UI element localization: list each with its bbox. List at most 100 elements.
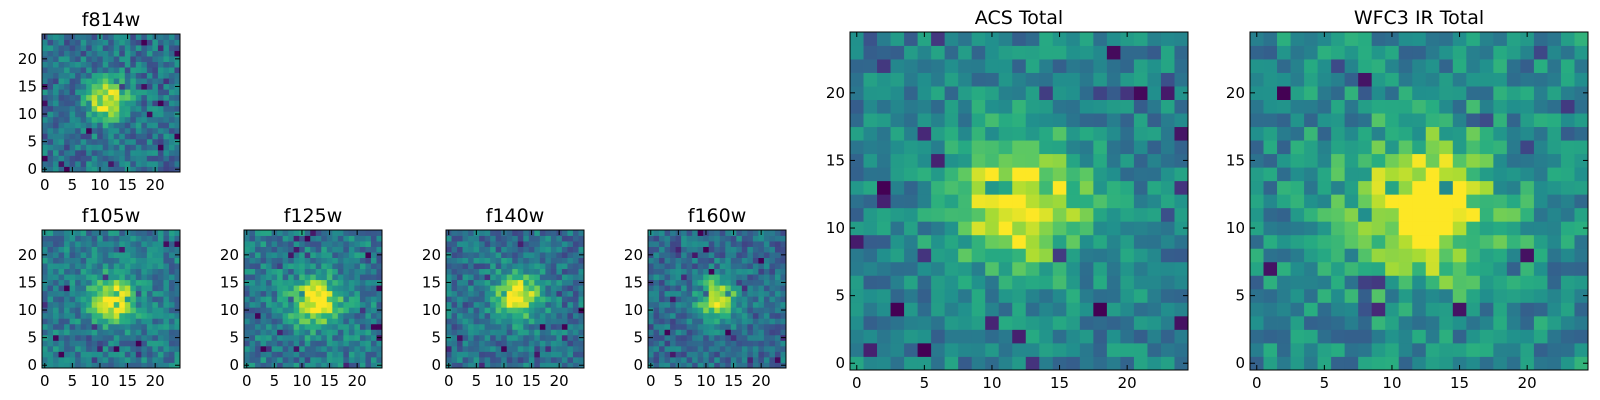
heatmap-cell	[277, 263, 284, 270]
heatmap-cell	[1493, 59, 1508, 73]
heatmap-cell	[528, 285, 535, 292]
x-tick-label: 10	[982, 374, 1001, 392]
heatmap-cell	[1304, 234, 1318, 249]
heatmap-cell	[80, 334, 87, 341]
heatmap-cell	[578, 263, 585, 270]
heatmap-cell	[653, 241, 660, 247]
heatmap-cell	[135, 290, 142, 297]
heatmap-cell	[1093, 221, 1108, 236]
heatmap-cell	[550, 334, 557, 341]
heatmap-cell	[174, 100, 181, 107]
heatmap-cell	[91, 230, 98, 236]
heatmap-cell	[310, 285, 317, 292]
heatmap-cell	[703, 296, 710, 303]
heatmap-cell	[451, 230, 458, 236]
heatmap-cell	[648, 351, 654, 358]
heatmap-cell	[714, 246, 721, 253]
heatmap-cell	[1263, 72, 1278, 87]
heatmap-cell	[1025, 32, 1040, 46]
heatmap-cell	[1574, 59, 1589, 73]
heatmap-cell	[850, 207, 864, 222]
heatmap-cell	[365, 279, 372, 286]
heatmap-cell	[512, 340, 519, 347]
heatmap-cell	[550, 241, 557, 247]
heatmap-cell	[1120, 221, 1135, 236]
heatmap-cell	[446, 345, 452, 352]
heatmap-cell	[534, 351, 541, 358]
heatmap-cell	[163, 56, 170, 62]
heatmap-cell	[675, 274, 682, 281]
heatmap-cell	[108, 334, 115, 341]
heatmap-cell	[157, 111, 164, 118]
heatmap-cell	[545, 263, 552, 270]
heatmap-cell	[512, 307, 519, 314]
heatmap-cell	[1466, 153, 1481, 168]
heatmap-cell	[904, 288, 918, 303]
heatmap-cell	[1250, 113, 1264, 128]
heatmap-cell	[47, 39, 54, 46]
heatmap-cell	[446, 263, 452, 270]
heatmap-cell	[119, 144, 126, 151]
heatmap-cell	[985, 126, 1000, 141]
heatmap-cell	[1012, 356, 1027, 371]
heatmap-cell	[58, 133, 65, 140]
heatmap-cell	[1093, 45, 1108, 60]
heatmap-cell	[376, 241, 383, 247]
heatmap-cell	[774, 246, 781, 253]
heatmap-cell	[348, 323, 355, 330]
heatmap-cell	[86, 61, 93, 68]
heatmap-cell	[157, 296, 164, 303]
heatmap-cell	[119, 268, 126, 275]
heatmap-cell	[534, 362, 541, 369]
y-tick-label: 10	[826, 219, 845, 237]
heatmap-cell	[1039, 32, 1054, 46]
heatmap-cell	[1452, 248, 1467, 263]
heatmap-cell	[271, 274, 278, 281]
heatmap-cell	[1466, 342, 1481, 357]
heatmap-cell	[119, 45, 126, 51]
heatmap-cell	[1358, 248, 1373, 263]
heatmap-cell	[354, 312, 361, 319]
heatmap-cell	[904, 153, 918, 168]
heatmap-cell	[108, 45, 115, 51]
heatmap-cell	[1277, 59, 1291, 73]
heatmap-cell	[479, 312, 486, 319]
heatmap-cell	[42, 149, 48, 156]
heatmap-cell	[332, 230, 339, 236]
heatmap-cell	[64, 329, 70, 336]
heatmap-cell	[163, 318, 170, 325]
heatmap-cell	[299, 323, 306, 330]
heatmap-cell	[69, 94, 76, 101]
heatmap-cell	[53, 83, 59, 90]
heatmap-cell	[91, 356, 98, 363]
heatmap-cell	[80, 116, 87, 123]
heatmap-cell	[725, 301, 732, 308]
heatmap-cell	[86, 78, 93, 85]
heatmap-cell	[141, 263, 148, 270]
heatmap-cell	[141, 34, 148, 40]
heatmap-cell	[108, 56, 115, 62]
heatmap-cell	[490, 323, 497, 330]
heatmap-cell	[1506, 140, 1521, 155]
heatmap-cell	[277, 318, 284, 325]
heatmap-cell	[523, 279, 530, 286]
heatmap-cell	[1133, 302, 1148, 317]
heatmap-cell	[157, 34, 164, 40]
heatmap-cell	[310, 329, 317, 336]
heatmap-cell	[747, 334, 754, 341]
heatmap-cell	[747, 257, 754, 264]
heatmap-cell	[108, 50, 115, 57]
heatmap-cell	[282, 312, 289, 319]
heatmap-cell	[69, 127, 76, 134]
heatmap-cell	[479, 351, 486, 358]
heatmap-cell	[752, 296, 759, 303]
heatmap-cell	[69, 144, 76, 151]
heatmap-cell	[703, 329, 710, 336]
heatmap-cell	[157, 83, 164, 90]
heatmap-cell	[523, 263, 530, 270]
heatmap-cell	[944, 261, 959, 276]
heatmap-cell	[692, 345, 699, 352]
heatmap-cell	[904, 234, 918, 249]
heatmap-cell	[1174, 167, 1189, 182]
